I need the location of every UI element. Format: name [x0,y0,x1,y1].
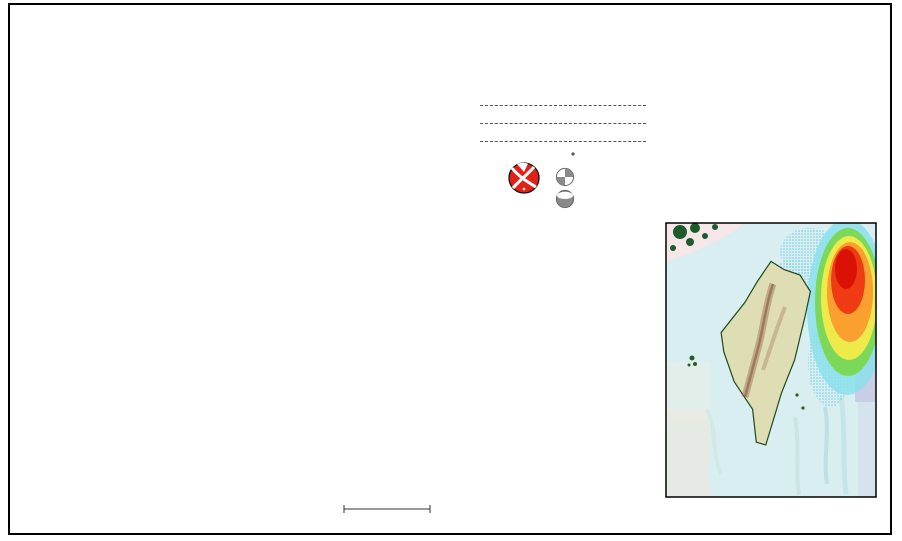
focal-mechanism-beachball [508,162,540,194]
penghu-islands [689,355,695,361]
footer-units [437,500,441,513]
map-frame [665,222,877,498]
misfit-reduction-chart [640,48,896,220]
plane2-row [480,124,646,142]
nodal-plane-table [480,88,646,142]
clvd-beachball [555,189,575,209]
iso-symbol [571,152,575,156]
station-map [665,222,877,498]
table-header-row [480,88,646,106]
mr-blob-core [835,249,857,289]
map-layers [666,223,876,497]
figure-border [8,3,892,535]
time-scalebar [343,505,431,513]
taiwan-island [720,260,812,446]
plane1-row [480,106,646,124]
dc-beachball [555,167,575,187]
station-waveform-grid [0,0,660,500]
